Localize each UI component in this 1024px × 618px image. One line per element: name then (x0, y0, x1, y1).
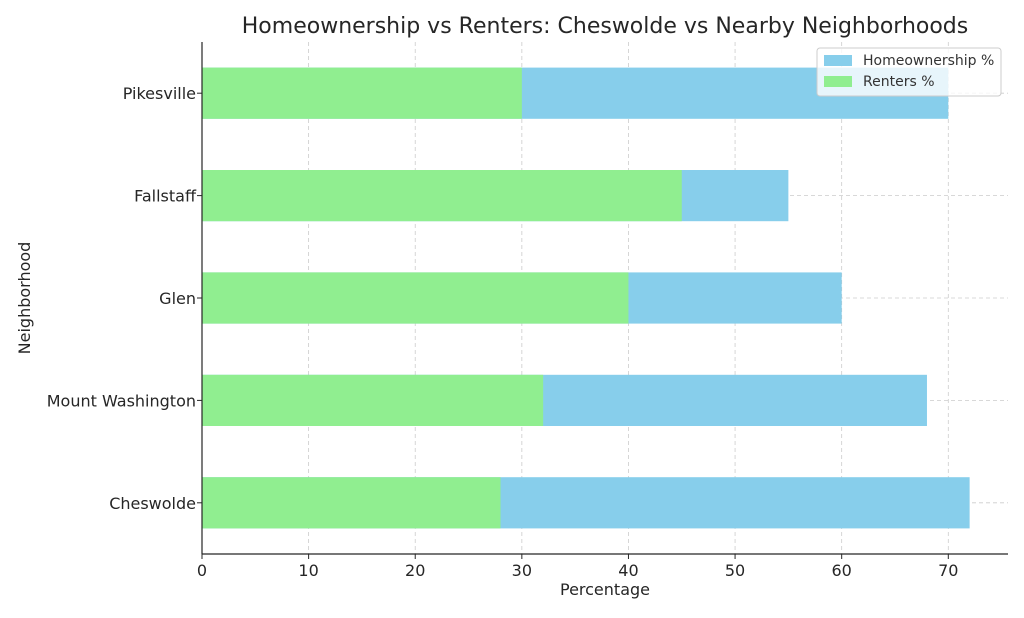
bar-renters (202, 170, 682, 222)
y-tick-label: Pikesville (123, 84, 196, 103)
bar-renters (202, 477, 501, 529)
x-tick-label: 40 (618, 561, 638, 580)
legend-swatch-homeownership (824, 55, 852, 66)
legend-frame (816, 47, 1002, 97)
y-axis-label: Neighborhood (15, 242, 34, 355)
legend-swatch-renters (824, 76, 852, 87)
x-axis-label: Percentage (560, 580, 650, 599)
bar-renters (202, 374, 544, 426)
x-tick-label: 70 (938, 561, 958, 580)
chart-title: Homeownership vs Renters: Cheswolde vs N… (242, 14, 968, 39)
x-tick-label: 60 (832, 561, 852, 580)
y-tick-label: Cheswolde (109, 494, 196, 513)
y-tick-label: Mount Washington (47, 391, 196, 410)
y-tick-label: Fallstaff (134, 187, 197, 206)
legend-label-homeownership: Homeownership % (863, 53, 994, 69)
x-tick-label: 30 (512, 561, 532, 580)
x-tick-label: 10 (298, 561, 318, 580)
ticks-layer: 0 10 20 30 40 50 60 70 Cheswolde Mount Washington… (47, 84, 959, 580)
bar-renters (202, 272, 629, 324)
x-tick-label: 0 (197, 561, 207, 580)
x-tick-label: 50 (725, 561, 745, 580)
legend-label-renters: Renters % (863, 74, 935, 90)
y-tick-label: Glen (159, 289, 196, 308)
legend: Homeownership % Renters % (816, 47, 1002, 97)
x-tick-label: 20 (405, 561, 425, 580)
bar-renters (202, 67, 522, 119)
